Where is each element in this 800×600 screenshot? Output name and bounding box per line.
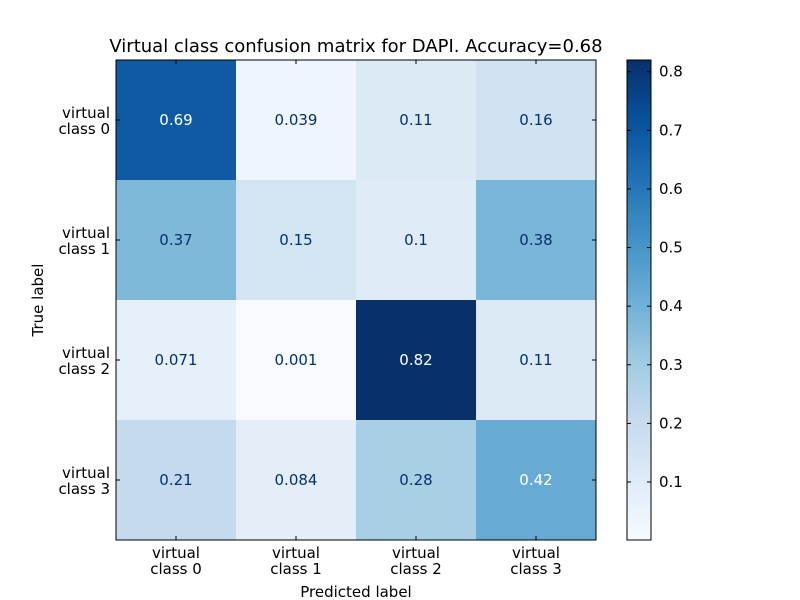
heatmap-cell-label: 0.084 — [275, 471, 318, 489]
heatmap-cell — [236, 420, 356, 540]
axis-ticks — [116, 60, 596, 540]
heatmap-cell — [476, 420, 596, 540]
heatmap-cell-label: 0.11 — [519, 351, 552, 369]
heatmap-cell — [236, 180, 356, 300]
heatmap-cell — [356, 300, 476, 420]
heatmap-cell — [476, 300, 596, 420]
heatmap-cell-label: 0.039 — [275, 111, 318, 129]
colorbar-tick-label: 0.8 — [659, 63, 683, 81]
heatmap-cell — [116, 60, 236, 180]
heatmap-cell-label: 0.21 — [159, 471, 192, 489]
x-tick-label: virtual class 1 — [270, 544, 322, 578]
heatmap-cell — [236, 60, 356, 180]
colorbar-tick-label: 0.5 — [659, 239, 683, 257]
plot-frame — [115, 59, 597, 541]
heatmap-cell-label: 0.42 — [519, 471, 552, 489]
colorbar-tick-label: 0.6 — [659, 180, 683, 198]
heatmap-cell — [356, 420, 476, 540]
heatmap-cell-label: 0.15 — [279, 231, 312, 249]
y-tick-labels: virtual class 0 virtual class 1 virtual class… — [58, 104, 110, 498]
heatmap-cell-label: 0.28 — [399, 471, 432, 489]
heatmap-cell — [236, 300, 356, 420]
heatmap-cell-label: 0.37 — [159, 231, 192, 249]
y-axis-label: True label — [29, 264, 47, 338]
heatmap-cell-labels: 0.69 0.039 0.11 0.16 0.37 0.15 0.1 0.38 0.071 0.0… — [155, 111, 553, 489]
heatmap-cell — [116, 300, 236, 420]
heatmap-cell-label: 0.071 — [155, 351, 198, 369]
heatmap-cell — [116, 180, 236, 300]
heatmap-cell-label: 0.001 — [275, 351, 318, 369]
y-tick-label: virtual class 2 — [58, 344, 110, 378]
y-tick-label: virtual class 3 — [58, 464, 110, 498]
heatmap-cell-label: 0.1 — [404, 231, 428, 249]
heatmap-cells — [116, 60, 596, 540]
colorbar-tick-label: 0.1 — [659, 473, 683, 491]
heatmap-cell-label: 0.82 — [399, 351, 432, 369]
x-tick-label: virtual class 3 — [510, 544, 562, 578]
heatmap-cell — [356, 180, 476, 300]
heatmap-cell-label: 0.69 — [159, 111, 192, 129]
colorbar-ticks: 0.1 0.2 0.3 0.4 0.5 0.6 0.7 0.8 — [627, 63, 683, 491]
heatmap-cell — [116, 420, 236, 540]
y-tick-label: virtual class 1 — [58, 224, 110, 258]
colorbar-tick-label: 0.2 — [659, 414, 683, 432]
y-tick-label: virtual class 0 — [58, 104, 110, 138]
colorbar-tick-label: 0.3 — [659, 356, 683, 374]
heatmap-cell-label: 0.16 — [519, 111, 552, 129]
colorbar-tick-label: 0.4 — [659, 297, 683, 315]
x-tick-labels: virtual class 0 virtual class 1 virtual class… — [150, 544, 562, 578]
heatmap-cell-label: 0.11 — [399, 111, 432, 129]
x-axis-label: Predicted label — [300, 583, 411, 600]
heatmap-cell — [356, 60, 476, 180]
heatmap-cell-label: 0.38 — [519, 231, 552, 249]
x-tick-label: virtual class 2 — [390, 544, 442, 578]
colorbar — [626, 59, 652, 541]
colorbar-tick-label: 0.7 — [659, 121, 683, 139]
heatmap-cell — [476, 180, 596, 300]
chart-title: Virtual class confusion matrix for DAPI.… — [109, 36, 602, 57]
x-tick-label: virtual class 0 — [150, 544, 202, 578]
heatmap-cell — [476, 60, 596, 180]
